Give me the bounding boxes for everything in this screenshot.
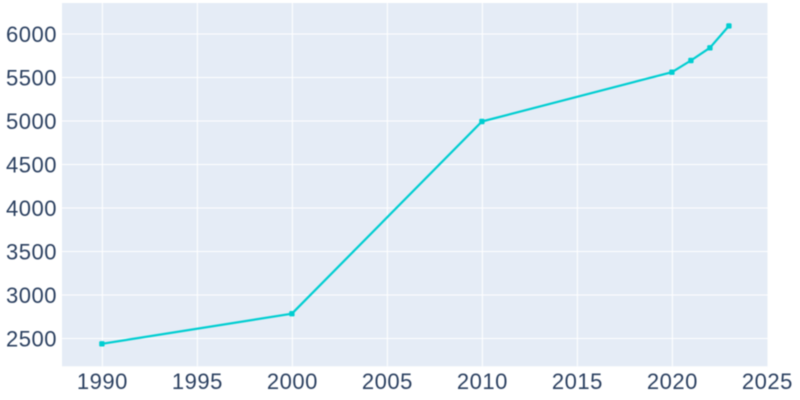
svg-text:5500: 5500: [6, 65, 57, 90]
svg-text:2025: 2025: [742, 369, 793, 394]
svg-text:2000: 2000: [267, 369, 318, 394]
svg-text:2500: 2500: [6, 326, 57, 351]
svg-text:3500: 3500: [6, 239, 57, 264]
svg-text:2020: 2020: [647, 369, 698, 394]
svg-text:1990: 1990: [77, 369, 128, 394]
svg-text:5000: 5000: [6, 109, 57, 134]
svg-text:1995: 1995: [172, 369, 223, 394]
svg-text:4000: 4000: [6, 196, 57, 221]
svg-text:3000: 3000: [6, 283, 57, 308]
svg-text:6000: 6000: [6, 22, 57, 47]
svg-text:2010: 2010: [457, 369, 508, 394]
svg-text:2015: 2015: [552, 369, 603, 394]
svg-text:4500: 4500: [6, 152, 57, 177]
svg-text:2005: 2005: [362, 369, 413, 394]
